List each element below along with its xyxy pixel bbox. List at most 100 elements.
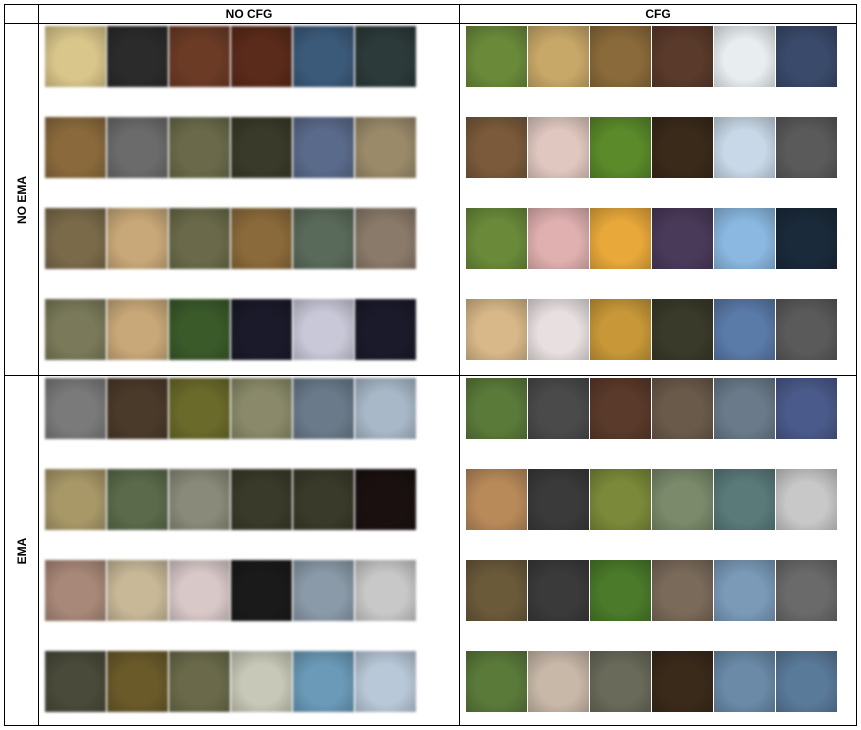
- sample-image: [528, 651, 589, 712]
- sample-image: [652, 299, 713, 360]
- sample-image: [528, 560, 589, 621]
- sample-image: [355, 469, 416, 530]
- sample-image: [652, 208, 713, 269]
- image-row: [466, 378, 838, 439]
- sample-image: [528, 26, 589, 87]
- image-row: [45, 26, 417, 87]
- sample-image: [466, 299, 527, 360]
- sample-image: [714, 651, 775, 712]
- sample-image: [293, 117, 354, 178]
- sample-image: [355, 651, 416, 712]
- image-row: [45, 651, 417, 712]
- sample-image: [776, 378, 837, 439]
- sample-image: [466, 117, 527, 178]
- sample-image: [107, 208, 168, 269]
- sample-image: [466, 208, 527, 269]
- sample-image: [776, 208, 837, 269]
- image-row: [466, 299, 838, 360]
- sample-image: [169, 26, 230, 87]
- sample-image: [714, 208, 775, 269]
- sample-image: [107, 299, 168, 360]
- sample-image: [590, 26, 651, 87]
- sample-image: [590, 378, 651, 439]
- sample-image: [231, 560, 292, 621]
- sample-image: [169, 299, 230, 360]
- sample-image: [231, 469, 292, 530]
- sample-image: [107, 651, 168, 712]
- sample-image: [231, 26, 292, 87]
- sample-image: [528, 299, 589, 360]
- sample-image: [590, 299, 651, 360]
- sample-image: [355, 560, 416, 621]
- sample-image: [714, 299, 775, 360]
- sample-image: [466, 26, 527, 87]
- sample-image: [355, 299, 416, 360]
- sample-image: [45, 560, 106, 621]
- sample-image: [776, 469, 837, 530]
- sample-image: [590, 117, 651, 178]
- sample-image: [652, 378, 713, 439]
- sample-image: [776, 560, 837, 621]
- sample-image: [466, 651, 527, 712]
- image-row: [466, 469, 838, 530]
- sample-image: [590, 651, 651, 712]
- sample-image: [293, 651, 354, 712]
- panel-ema-no-cfg: [38, 375, 460, 726]
- sample-image: [714, 117, 775, 178]
- sample-image: [45, 117, 106, 178]
- image-row: [45, 560, 417, 621]
- comparison-grid: NO CFG CFG NO EMA EMA: [4, 4, 857, 726]
- image-row: [45, 117, 417, 178]
- sample-image: [590, 208, 651, 269]
- sample-image: [590, 560, 651, 621]
- sample-image: [466, 560, 527, 621]
- sample-image: [652, 469, 713, 530]
- image-row: [45, 469, 417, 530]
- sample-image: [45, 469, 106, 530]
- sample-image: [466, 469, 527, 530]
- image-row: [45, 378, 417, 439]
- sample-image: [590, 469, 651, 530]
- corner-cell: [4, 4, 39, 24]
- sample-image: [528, 378, 589, 439]
- sample-image: [45, 651, 106, 712]
- sample-image: [45, 378, 106, 439]
- image-grid: [45, 26, 417, 360]
- image-row: [466, 560, 838, 621]
- sample-image: [107, 469, 168, 530]
- sample-image: [45, 299, 106, 360]
- sample-image: [714, 26, 775, 87]
- sample-image: [776, 117, 837, 178]
- panel-no-ema-cfg: [459, 23, 857, 376]
- image-row: [45, 208, 417, 269]
- row-label-ema: EMA: [4, 375, 39, 726]
- sample-image: [231, 378, 292, 439]
- row-label-no-ema: NO EMA: [4, 23, 39, 376]
- sample-image: [528, 469, 589, 530]
- sample-image: [466, 378, 527, 439]
- image-row: [466, 26, 838, 87]
- sample-image: [714, 469, 775, 530]
- sample-image: [293, 469, 354, 530]
- image-row: [466, 651, 838, 712]
- image-grid: [466, 378, 838, 712]
- sample-image: [355, 26, 416, 87]
- sample-image: [231, 208, 292, 269]
- sample-image: [355, 378, 416, 439]
- sample-image: [652, 651, 713, 712]
- sample-image: [528, 208, 589, 269]
- sample-image: [293, 299, 354, 360]
- sample-image: [355, 208, 416, 269]
- sample-image: [107, 378, 168, 439]
- sample-image: [231, 117, 292, 178]
- sample-image: [776, 26, 837, 87]
- image-grid: [466, 26, 838, 360]
- image-row: [45, 299, 417, 360]
- sample-image: [107, 560, 168, 621]
- column-header-cfg: CFG: [459, 4, 857, 24]
- sample-image: [652, 26, 713, 87]
- image-row: [466, 117, 838, 178]
- sample-image: [714, 378, 775, 439]
- sample-image: [355, 117, 416, 178]
- sample-image: [169, 378, 230, 439]
